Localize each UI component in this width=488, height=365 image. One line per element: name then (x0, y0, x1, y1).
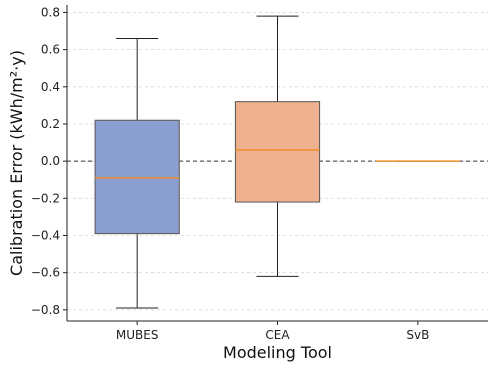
y-tick-label: −0.6 (31, 266, 60, 280)
box-cea (234, 15, 321, 277)
y-tick-label: 0.8 (41, 5, 60, 19)
y-tick-label: −0.8 (31, 303, 60, 317)
y-ticks: −0.8 −0.6 −0.4 −0.2 0.0 0.2 0.4 0.6 0.8 (31, 5, 67, 317)
x-tick-label: CEA (265, 328, 290, 342)
x-tick-label: SvB (406, 328, 429, 342)
iqr-box (94, 119, 180, 235)
boxes (94, 15, 460, 309)
x-ticks: MUBES CEA SvB (116, 321, 429, 342)
box-mubes (94, 37, 180, 309)
y-tick-label: 0.2 (41, 117, 60, 131)
iqr-box (234, 101, 321, 203)
x-tick-label: MUBES (116, 328, 159, 342)
y-tick-label: −0.2 (31, 191, 60, 205)
y-axis-label: Calibration Error (kWh/m²·y) (7, 50, 26, 276)
y-tick-label: 0.6 (41, 43, 60, 57)
y-tick-label: 0.4 (41, 80, 60, 94)
y-tick-label: −0.4 (31, 228, 60, 242)
y-tick-label: 0.0 (41, 154, 60, 168)
x-axis-label: Modeling Tool (223, 343, 332, 362)
